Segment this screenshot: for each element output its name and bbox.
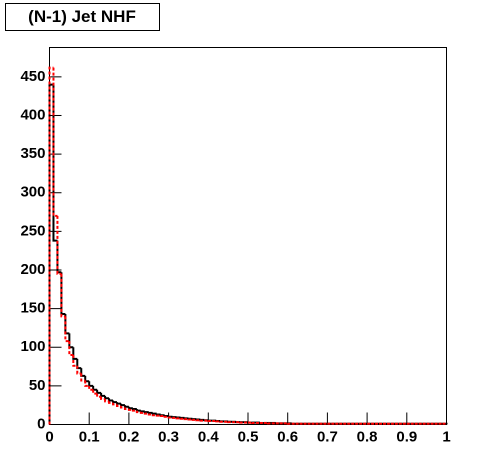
histogram-step <box>84 380 90 387</box>
histogram-step <box>72 347 78 360</box>
histogram-step <box>108 401 114 404</box>
histogram-step <box>127 408 133 411</box>
x-tick-label: 0.1 <box>79 428 100 445</box>
y-tick-label: 200 <box>20 261 45 278</box>
histogram-step <box>48 83 54 425</box>
histogram-step <box>52 67 58 217</box>
y-tick-label: 350 <box>20 145 45 162</box>
histogram-step <box>64 316 70 343</box>
y-tick-label: 50 <box>29 377 46 394</box>
histogram-step <box>155 413 161 416</box>
histogram-step <box>96 393 102 398</box>
histogram-step <box>123 407 129 411</box>
histogram-step <box>56 215 62 275</box>
histogram-step <box>115 404 121 407</box>
histogram-step <box>80 373 86 382</box>
histogram-step <box>135 410 141 414</box>
x-tick-label: 0 <box>45 428 53 445</box>
histogram-step <box>68 341 74 356</box>
y-tick-label: 250 <box>20 222 45 239</box>
y-tick-label: 400 <box>20 106 45 123</box>
x-tick-label: 0.5 <box>238 428 259 445</box>
chart-title: (N-1) Jet NHF <box>28 7 136 26</box>
histogram-step <box>143 411 149 414</box>
x-tick-label: 0.2 <box>118 428 139 445</box>
y-tick-label: 450 <box>20 68 45 85</box>
histogram-step <box>139 410 145 413</box>
y-tick-label: 150 <box>20 300 45 317</box>
x-tick-label: 1 <box>442 428 450 445</box>
title-box <box>5 3 160 31</box>
histogram-step <box>52 84 58 242</box>
histogram-step <box>147 413 153 416</box>
x-tick-label: 0.7 <box>317 428 338 445</box>
y-tick-label: 300 <box>20 184 45 201</box>
histogram-step <box>112 402 117 406</box>
x-tick-label: 0.8 <box>357 428 378 445</box>
histogram-step <box>131 408 137 411</box>
histogram-step <box>151 412 157 415</box>
histogram-step <box>131 409 137 412</box>
histogram-step <box>92 389 98 395</box>
x-tick-label: 0.3 <box>158 428 179 445</box>
histogram-step <box>442 422 448 425</box>
histogram-step <box>88 385 94 391</box>
histogram-step <box>167 416 173 419</box>
histogram-step <box>104 399 110 403</box>
histogram-step <box>76 365 82 375</box>
histogram-step <box>135 409 141 412</box>
histogram-step <box>147 411 153 414</box>
histogram-step <box>163 415 169 418</box>
histogram-step <box>143 412 149 415</box>
histogram-step <box>60 273 66 318</box>
x-tick-label: 0.4 <box>198 428 220 445</box>
histogram-step <box>100 396 106 401</box>
histogram-step <box>151 414 157 417</box>
histogram-step <box>119 405 125 409</box>
y-tick-label: 100 <box>20 338 45 355</box>
histogram-step <box>48 66 54 425</box>
histogram-step <box>72 354 78 367</box>
histogram-step <box>139 411 145 414</box>
x-tick-label: 0.9 <box>396 428 417 445</box>
x-tick-label: 0.6 <box>277 428 298 445</box>
y-tick-label: 0 <box>37 415 45 432</box>
